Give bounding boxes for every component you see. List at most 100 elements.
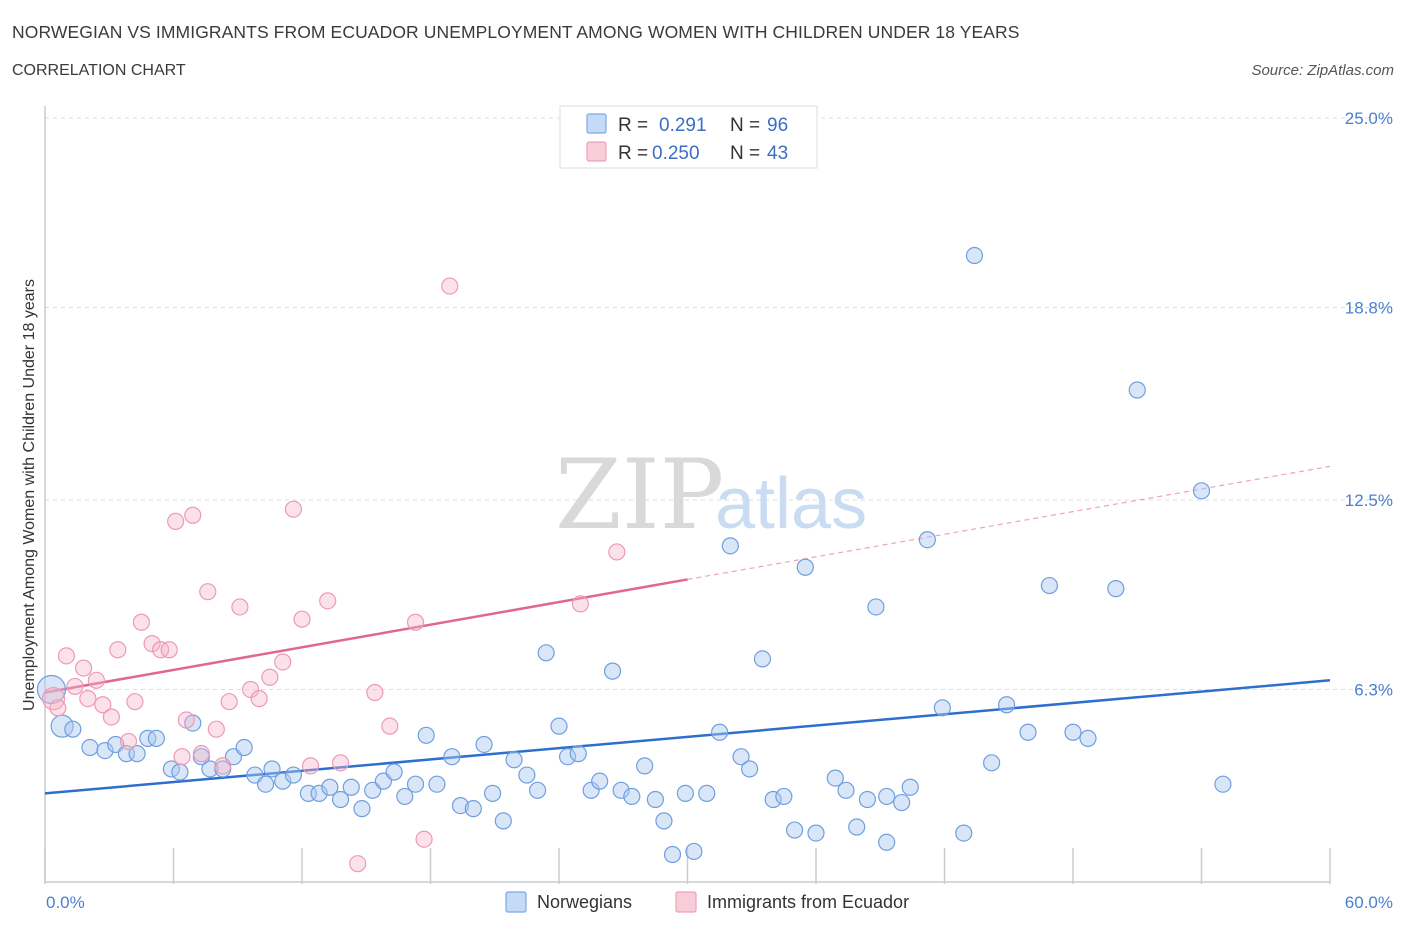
legend-n-value-1: 96: [767, 115, 788, 136]
ecuador-point-18: [184, 506, 202, 524]
legend-r-value-2: 0.250: [652, 143, 700, 164]
norwegian-point-44: [528, 781, 547, 799]
ecuador-point-13: [143, 635, 161, 653]
ecuador-point-41: [608, 543, 626, 561]
norwegian-point-38: [464, 800, 482, 818]
chart-title: NORWEGIAN VS IMMIGRANTS FROM ECUADOR UNE…: [12, 22, 1020, 42]
x-tick-label-min: 0.0%: [46, 893, 85, 912]
legend-swatch-norwegians: [586, 113, 607, 134]
norwegian-trend-line: [44, 679, 1331, 795]
trend-lines: [44, 465, 1331, 795]
ecuador-point-7: [94, 696, 112, 714]
y-tick-label-3: 25.0%: [1345, 109, 1393, 128]
norwegian-point-73: [848, 818, 866, 836]
ecuador-point-29: [284, 500, 303, 518]
ecuador-point-16: [167, 512, 185, 530]
norwegian-point-83: [965, 246, 984, 265]
ecuador-point-28: [274, 653, 292, 671]
y-tick-labels: 6.3% 12.5% 18.8% 25.0%: [1345, 109, 1393, 699]
norwegian-point-69: [796, 558, 814, 576]
norwegian-point-84: [983, 754, 1001, 772]
norwegian-point-55: [646, 790, 664, 809]
norwegian-point-70: [807, 824, 825, 842]
ecuador-point-31: [301, 757, 320, 775]
norwegian-point-60: [698, 784, 716, 802]
x-tick-label-max: 60.0%: [1345, 893, 1393, 912]
legend-n-label-2: N =: [730, 143, 760, 164]
ecuador-point-5: [79, 690, 97, 708]
norwegian-point-22: [284, 766, 303, 784]
norwegian-point-7: [128, 745, 146, 763]
norwegian-point-51: [603, 662, 622, 680]
norwegian-point-65: [753, 650, 772, 668]
norwegian-point-11: [171, 763, 189, 781]
y-axis-title: Unemployment Among Women with Children U…: [21, 279, 38, 711]
ecuador-point-12: [132, 613, 150, 631]
norwegian-point-59: [685, 842, 703, 861]
ecuador-point-8: [102, 708, 120, 726]
norwegian-point-91: [1128, 381, 1146, 399]
norwegian-point-28: [353, 800, 371, 818]
ecuador-point-22: [214, 757, 232, 775]
norwegian-point-63: [732, 748, 750, 766]
norwegian-point-71: [826, 769, 844, 787]
ecuador-trend-solid: [44, 578, 688, 694]
norwegian-point-66: [764, 790, 782, 809]
legend-bottom-swatch-norwegians: [505, 891, 527, 913]
norwegian-point-53: [623, 787, 641, 806]
ecuador-point-34: [349, 855, 367, 873]
norwegian-point-64: [741, 760, 759, 778]
norwegian-point-58: [676, 784, 694, 802]
ecuador-point-35: [366, 683, 384, 702]
watermark-zip: ZIP: [555, 439, 724, 551]
norwegian-point-86: [1019, 723, 1037, 741]
norwegian-point-20: [263, 760, 281, 778]
ecuador-point-36: [381, 717, 399, 735]
norwegian-point-62: [721, 537, 739, 555]
ecuador-point-19: [192, 745, 210, 763]
norwegian-point-79: [901, 778, 919, 796]
legend-swatch-ecuador: [586, 141, 607, 162]
ecuador-point-20: [199, 583, 217, 601]
norwegian-point-25: [321, 778, 339, 796]
norwegian-point-31: [385, 763, 403, 781]
norwegian-point-32: [396, 787, 414, 806]
ecuador-point-40: [571, 595, 590, 613]
norwegian-point-72: [837, 781, 855, 799]
norwegian-point-52: [612, 781, 630, 799]
watermark: ZIP atlas: [555, 439, 867, 551]
norwegian-point-14: [201, 760, 219, 778]
ecuador-point-37: [406, 613, 425, 631]
norwegian-point-33: [406, 775, 425, 793]
y-tick-label-1: 12.5%: [1345, 491, 1393, 510]
ecuador-point-17: [177, 711, 195, 729]
ecuador-point-9: [109, 641, 127, 659]
legend-top: R = 0.291 N = 96 R = 0.250 N = 43: [559, 105, 818, 169]
norwegian-point-56: [655, 812, 673, 830]
norwegian-point-67: [775, 787, 793, 806]
ecuador-point-4: [74, 659, 93, 677]
ecuador-point-0: [41, 687, 66, 711]
ecuador-point-39: [441, 277, 459, 295]
ecuador-point-6: [87, 671, 106, 689]
norwegian-point-39: [475, 735, 493, 754]
norwegian-point-82: [955, 824, 973, 842]
legend-r-label-2: R =: [618, 143, 648, 164]
source-label: Source: ZipAtlas.com: [1251, 62, 1394, 79]
ecuador-point-2: [57, 647, 76, 665]
norwegian-point-80: [918, 531, 936, 549]
chart-subtitle: CORRELATION CHART: [12, 62, 186, 79]
norwegian-point-93: [1214, 775, 1232, 793]
y-tick-label-2: 18.8%: [1345, 298, 1393, 317]
watermark-atlas: atlas: [715, 464, 867, 544]
legend-bottom-label-ecuador: Immigrants from Ecuador: [707, 892, 909, 912]
norwegian-point-54: [636, 757, 654, 775]
norwegian-point-68: [785, 821, 804, 839]
norwegian-point-90: [1107, 580, 1125, 598]
legend-n-label-1: N =: [730, 115, 760, 136]
norwegian-point-26: [331, 790, 350, 809]
norwegian-point-37: [451, 796, 470, 815]
norwegian-point-75: [867, 598, 885, 616]
norwegian-point-27: [342, 778, 360, 796]
